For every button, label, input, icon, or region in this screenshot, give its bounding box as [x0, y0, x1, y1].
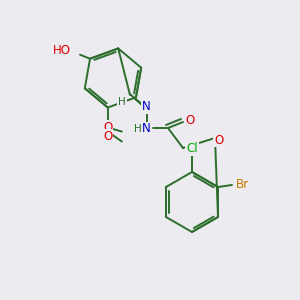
Text: O: O [185, 115, 195, 128]
Text: O: O [103, 130, 112, 143]
Text: H: H [134, 124, 142, 134]
Text: O: O [103, 121, 112, 134]
Text: Cl: Cl [186, 142, 198, 155]
Text: H: H [118, 97, 126, 107]
Text: HO: HO [53, 44, 71, 57]
Text: N: N [142, 100, 150, 113]
Text: O: O [214, 134, 224, 146]
Text: Br: Br [236, 178, 248, 191]
Text: N: N [142, 122, 150, 136]
